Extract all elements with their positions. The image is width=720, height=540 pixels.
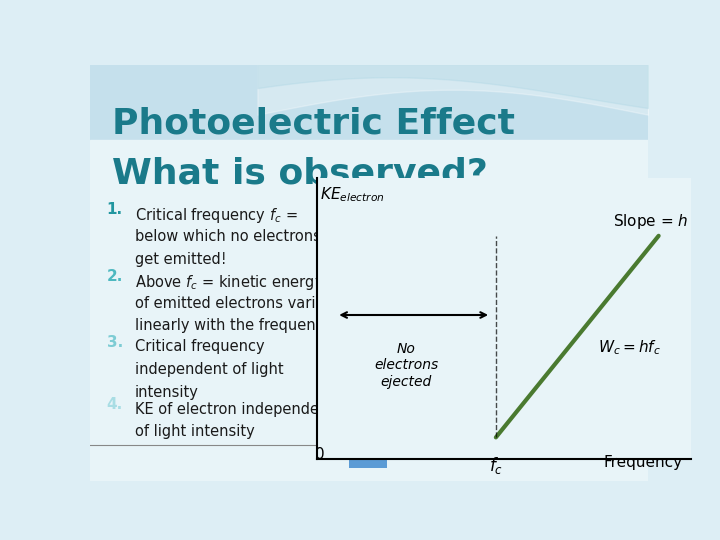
Text: Photoelectric Effect: Photoelectric Effect (112, 106, 516, 140)
Text: 4.: 4. (107, 397, 123, 413)
Text: Slope = $h$: Slope = $h$ (613, 212, 688, 231)
Text: intensity: intensity (135, 385, 199, 400)
Bar (90, 140, 648, 481)
Text: 3.: 3. (107, 335, 123, 350)
Text: independent of light: independent of light (135, 362, 283, 377)
Text: of light intensity: of light intensity (135, 424, 254, 440)
Text: linearly with the frequency: linearly with the frequency (135, 319, 332, 333)
Text: Above $\mathit{f}_c$ = kinetic energy: Above $\mathit{f}_c$ = kinetic energy (135, 273, 324, 292)
Text: 2.: 2. (107, 268, 123, 284)
Text: $W_c = hf_c$: $W_c = hf_c$ (598, 339, 661, 357)
Text: No
electrons
ejected: No electrons ejected (374, 342, 438, 389)
Bar (90, 65, 648, 140)
Text: What is observed?: What is observed? (112, 156, 488, 190)
Text: get emitted!: get emitted! (135, 252, 226, 267)
Text: Critical frequency: Critical frequency (135, 339, 264, 354)
FancyBboxPatch shape (349, 440, 387, 468)
Text: 0: 0 (315, 447, 325, 462)
Text: Frequency: Frequency (604, 455, 683, 470)
Text: Critical frequency $\mathit{f}_c$ =: Critical frequency $\mathit{f}_c$ = (135, 206, 297, 225)
Text: $KE_{electron}$: $KE_{electron}$ (320, 185, 384, 204)
Text: B: B (363, 447, 374, 462)
Text: 1.: 1. (107, 202, 123, 217)
Text: KE of electron independent: KE of electron independent (135, 402, 334, 416)
Text: below which no electrons: below which no electrons (135, 229, 320, 244)
Text: of emitted electrons varies: of emitted electrons varies (135, 295, 332, 310)
Text: $f_c$: $f_c$ (489, 455, 503, 476)
